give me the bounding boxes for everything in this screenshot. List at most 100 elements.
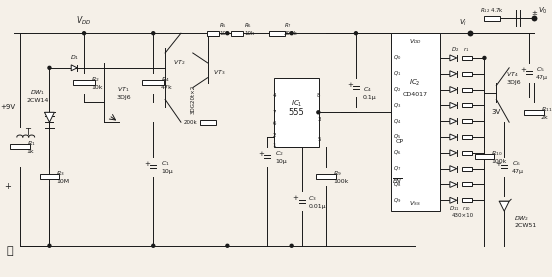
Text: ⏚: ⏚ [7,246,13,256]
Text: $r_{10}$: $r_{10}$ [462,204,471,213]
Polygon shape [450,197,457,203]
Polygon shape [450,102,457,108]
Text: $Q_1$: $Q_1$ [394,69,402,78]
Polygon shape [450,71,457,77]
Text: 3V: 3V [491,109,501,115]
Text: $r_1$: $r_1$ [464,46,470,55]
Polygon shape [450,166,457,172]
Text: $Q_8$: $Q_8$ [394,180,402,189]
Text: $IC_2$: $IC_2$ [410,78,421,88]
Polygon shape [45,112,55,122]
Polygon shape [450,181,457,188]
Polygon shape [450,118,457,124]
Bar [461,88,471,91]
Text: 555: 555 [289,108,305,117]
Text: +: + [293,195,299,201]
Text: $VT_2$: $VT_2$ [173,58,185,67]
Text: +: + [347,82,353,88]
Text: +: + [495,161,501,167]
Text: ±: ± [531,11,537,16]
Circle shape [83,32,86,35]
Bar [475,154,495,159]
Text: $V_{SS}$: $V_{SS}$ [410,199,421,208]
Bar [316,174,336,179]
Text: $Q_0$: $Q_0$ [394,53,402,62]
Text: $V_{DD}$: $V_{DD}$ [77,15,92,27]
Text: $Q_2$: $Q_2$ [394,85,402,94]
Text: $R_1$
1k: $R_1$ 1k [26,140,35,154]
Polygon shape [450,150,457,156]
Circle shape [354,32,357,35]
Text: +: + [520,67,526,73]
Text: $R_9$
100k: $R_9$ 100k [333,169,348,184]
Text: $Q_6$: $Q_6$ [394,148,402,157]
Text: $R_{12}$ 4.7k: $R_{12}$ 4.7k [480,6,505,15]
Polygon shape [450,87,457,93]
Text: +9V: +9V [1,104,15,110]
Bar [206,31,219,36]
Text: CD4017: CD4017 [403,92,428,97]
Text: $D_1$: $D_1$ [70,53,79,62]
Text: 5: 5 [317,137,321,142]
Polygon shape [450,55,457,61]
Bar [485,16,500,21]
Text: +: + [145,161,150,167]
Polygon shape [499,201,509,211]
Text: $Q_5$: $Q_5$ [394,133,402,142]
Bar [73,80,95,85]
Bar [461,183,471,186]
Bar [461,135,471,139]
Text: +: + [258,151,264,157]
Polygon shape [71,65,77,71]
Bar [274,78,319,147]
Text: $Q_7$: $Q_7$ [394,164,402,173]
Circle shape [290,32,293,35]
Text: $V_{DD}$: $V_{DD}$ [409,37,422,46]
Bar [461,56,471,60]
Text: $C_4$
0.1μ: $C_4$ 0.1μ [363,85,376,100]
Text: $DW_1$
2CW14: $DW_1$ 2CW14 [26,88,49,103]
Text: $R_{10}$
100k: $R_{10}$ 100k [491,149,507,164]
Text: $Q_3$: $Q_3$ [394,101,402,110]
Bar [461,167,471,171]
Bar [40,174,59,179]
Text: $IC_1$: $IC_1$ [291,99,302,109]
Text: 200k: 200k [184,120,198,125]
Text: $D_2$: $D_2$ [450,46,459,55]
Text: $C_6$
47μ: $C_6$ 47μ [512,159,524,174]
Text: 3DG20t×2: 3DG20t×2 [190,85,195,114]
Text: CP: CP [395,139,404,145]
Circle shape [290,244,293,247]
Circle shape [152,32,155,35]
Polygon shape [450,134,457,140]
Text: 4: 4 [273,93,276,98]
Circle shape [317,111,320,114]
Text: $VT_4$
3DJ6: $VT_4$ 3DJ6 [506,70,521,85]
Text: 8: 8 [317,93,321,98]
Bar [390,33,440,211]
Bar [142,80,164,85]
Bar [461,103,471,107]
Text: $R_4$
47k: $R_4$ 47k [161,75,173,90]
Circle shape [48,244,51,247]
Bar [524,110,544,115]
Text: $C_2$
10μ: $C_2$ 10μ [275,149,286,164]
Text: 1: 1 [273,143,276,148]
Circle shape [152,244,155,247]
Text: 6: 6 [273,121,276,126]
Circle shape [226,32,229,35]
Text: $R_7$
300k: $R_7$ 300k [284,21,298,36]
Text: +: + [4,182,12,191]
Bar [269,31,285,36]
Circle shape [483,57,486,59]
Text: $C_3$
0.01μ: $C_3$ 0.01μ [309,194,326,209]
Text: $VT_1$
3DJ6: $VT_1$ 3DJ6 [116,85,131,100]
Circle shape [226,244,229,247]
Bar [461,198,471,202]
Text: 430×10: 430×10 [452,213,474,218]
Text: $R_3$
10M: $R_3$ 10M [56,169,70,184]
Text: $\overline{EN}$: $\overline{EN}$ [392,177,403,186]
Bar [200,120,215,125]
Text: $V_0$: $V_0$ [538,5,548,16]
Bar [461,72,471,76]
